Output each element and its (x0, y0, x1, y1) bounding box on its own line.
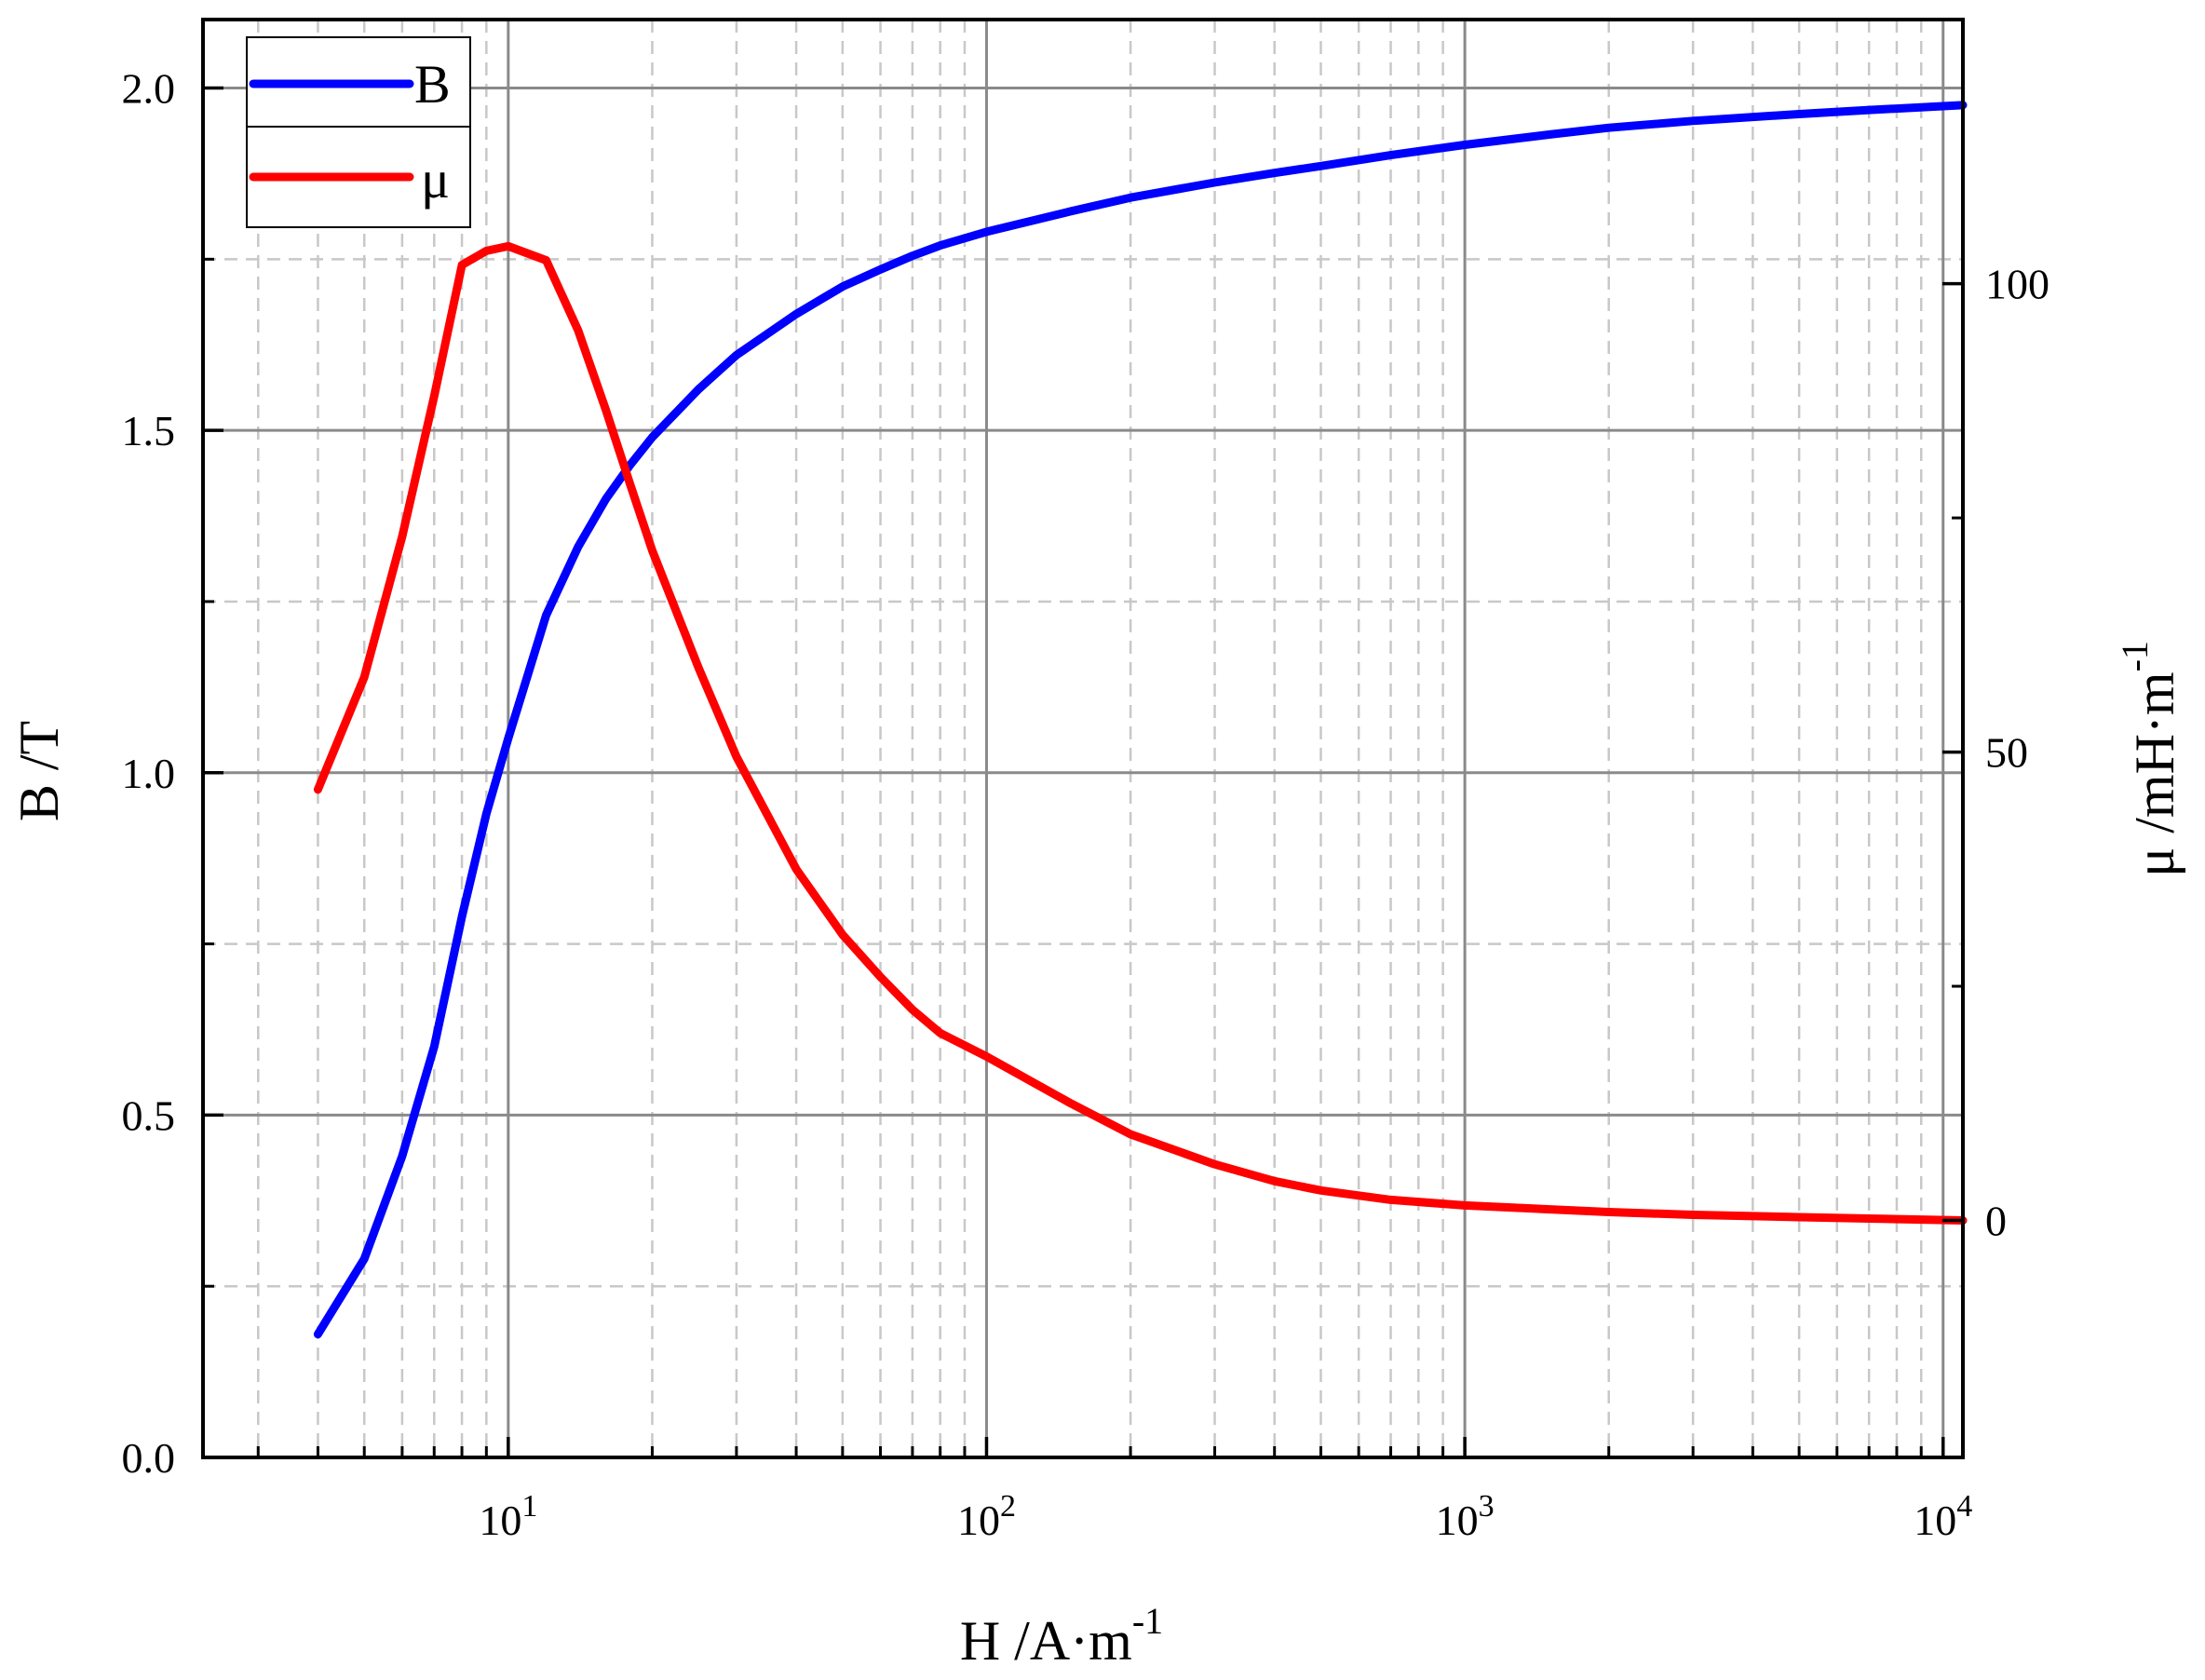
x-tick-label-base: 10 (957, 1497, 1000, 1544)
x-tick-label: 102 (957, 1489, 1016, 1544)
y-tick-label: 0.5 (122, 1091, 176, 1139)
x-tick-label: 101 (479, 1489, 537, 1544)
axis-ticks (203, 86, 1963, 1459)
x-tick-label-exponent: 3 (1479, 1489, 1495, 1524)
legend-label-mu: μ (421, 149, 450, 210)
x-tick-label-exponent: 2 (1000, 1489, 1016, 1524)
y2-tick-label: 50 (1985, 729, 2028, 777)
x-tick-label-base: 10 (479, 1497, 521, 1544)
y-tick-label: 0.0 (122, 1434, 176, 1482)
y-tick-label: 1.5 (122, 407, 176, 454)
x-tick-label-base: 10 (1436, 1497, 1479, 1544)
series-layer (313, 101, 1968, 1339)
y-tick-label: 1.0 (122, 750, 176, 797)
plot-frame (201, 18, 1965, 1459)
series-line-b (313, 101, 1968, 1339)
x-tick-label-exponent: 1 (521, 1489, 537, 1524)
y2-axis-title: μ /mH·m-1 (2114, 641, 2185, 877)
legend: B μ (246, 36, 471, 228)
minor-gridlines (203, 20, 1963, 1457)
x-tick-label: 103 (1436, 1489, 1495, 1544)
legend-label-b: B (414, 54, 451, 115)
y-axis-title: B /T (8, 721, 70, 821)
y2-tick-label: 0 (1985, 1198, 2007, 1245)
x-axis-title: H /A·m-1 (960, 1600, 1163, 1672)
series-line-mu (313, 241, 1968, 1225)
major-gridlines (203, 20, 1963, 1457)
x-tick-label: 104 (1914, 1489, 1972, 1544)
y2-tick-label: 100 (1985, 261, 2049, 308)
x-tick-label-base: 10 (1914, 1497, 1956, 1544)
y-tick-label: 2.0 (122, 65, 176, 113)
x-tick-label-exponent: 4 (1956, 1489, 1972, 1524)
